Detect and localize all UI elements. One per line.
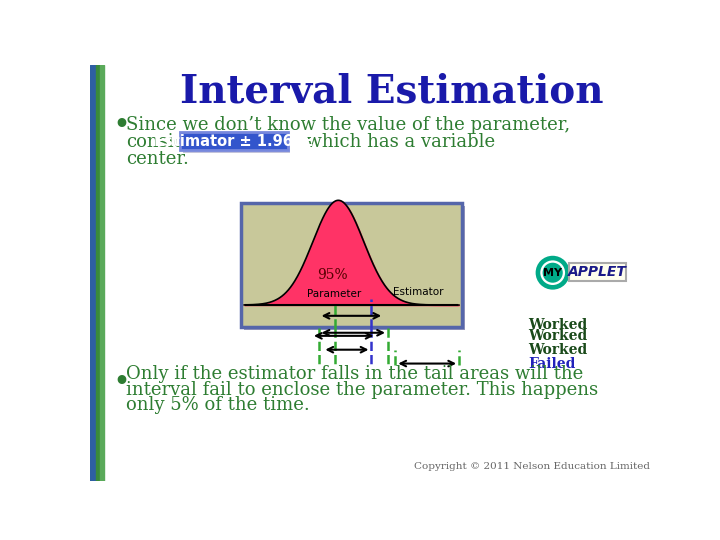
Text: Copyright © 2011 Nelson Education Limited: Copyright © 2011 Nelson Education Limite… <box>414 462 649 471</box>
FancyBboxPatch shape <box>569 262 626 281</box>
Text: Worked: Worked <box>528 329 587 343</box>
Text: Worked: Worked <box>528 343 587 357</box>
Text: •: • <box>113 113 130 137</box>
Text: only 5% of the time.: only 5% of the time. <box>126 396 310 414</box>
Text: Failed: Failed <box>528 356 575 370</box>
Bar <box>241 204 462 327</box>
Text: Parameter: Parameter <box>307 289 361 299</box>
Text: Only if the estimator falls in the tail areas will the: Only if the estimator falls in the tail … <box>126 366 583 383</box>
Circle shape <box>543 262 563 283</box>
Text: interval fail to enclose the parameter. This happens: interval fail to enclose the parameter. … <box>126 381 598 399</box>
Text: •: • <box>113 370 130 394</box>
Circle shape <box>536 256 570 289</box>
Text: Estimator: Estimator <box>393 287 444 298</box>
Text: Worked: Worked <box>528 318 587 332</box>
Text: MY: MY <box>543 268 562 278</box>
Bar <box>100 65 104 481</box>
Bar <box>244 206 465 330</box>
Text: consider: consider <box>126 133 204 151</box>
Text: Since we don’t know the value of the parameter,: Since we don’t know the value of the par… <box>126 116 570 134</box>
Text: Estimator ± 1.96SE: Estimator ± 1.96SE <box>155 133 314 148</box>
Text: 95%: 95% <box>317 268 348 282</box>
Bar <box>183 136 290 153</box>
FancyBboxPatch shape <box>180 132 289 150</box>
Bar <box>96 65 100 481</box>
Text: which has a variable: which has a variable <box>295 133 495 151</box>
Text: APPLET: APPLET <box>568 265 627 279</box>
Circle shape <box>540 260 565 285</box>
Bar <box>90 65 96 481</box>
Text: Interval Estimation: Interval Estimation <box>181 73 604 111</box>
Text: center.: center. <box>126 150 189 168</box>
